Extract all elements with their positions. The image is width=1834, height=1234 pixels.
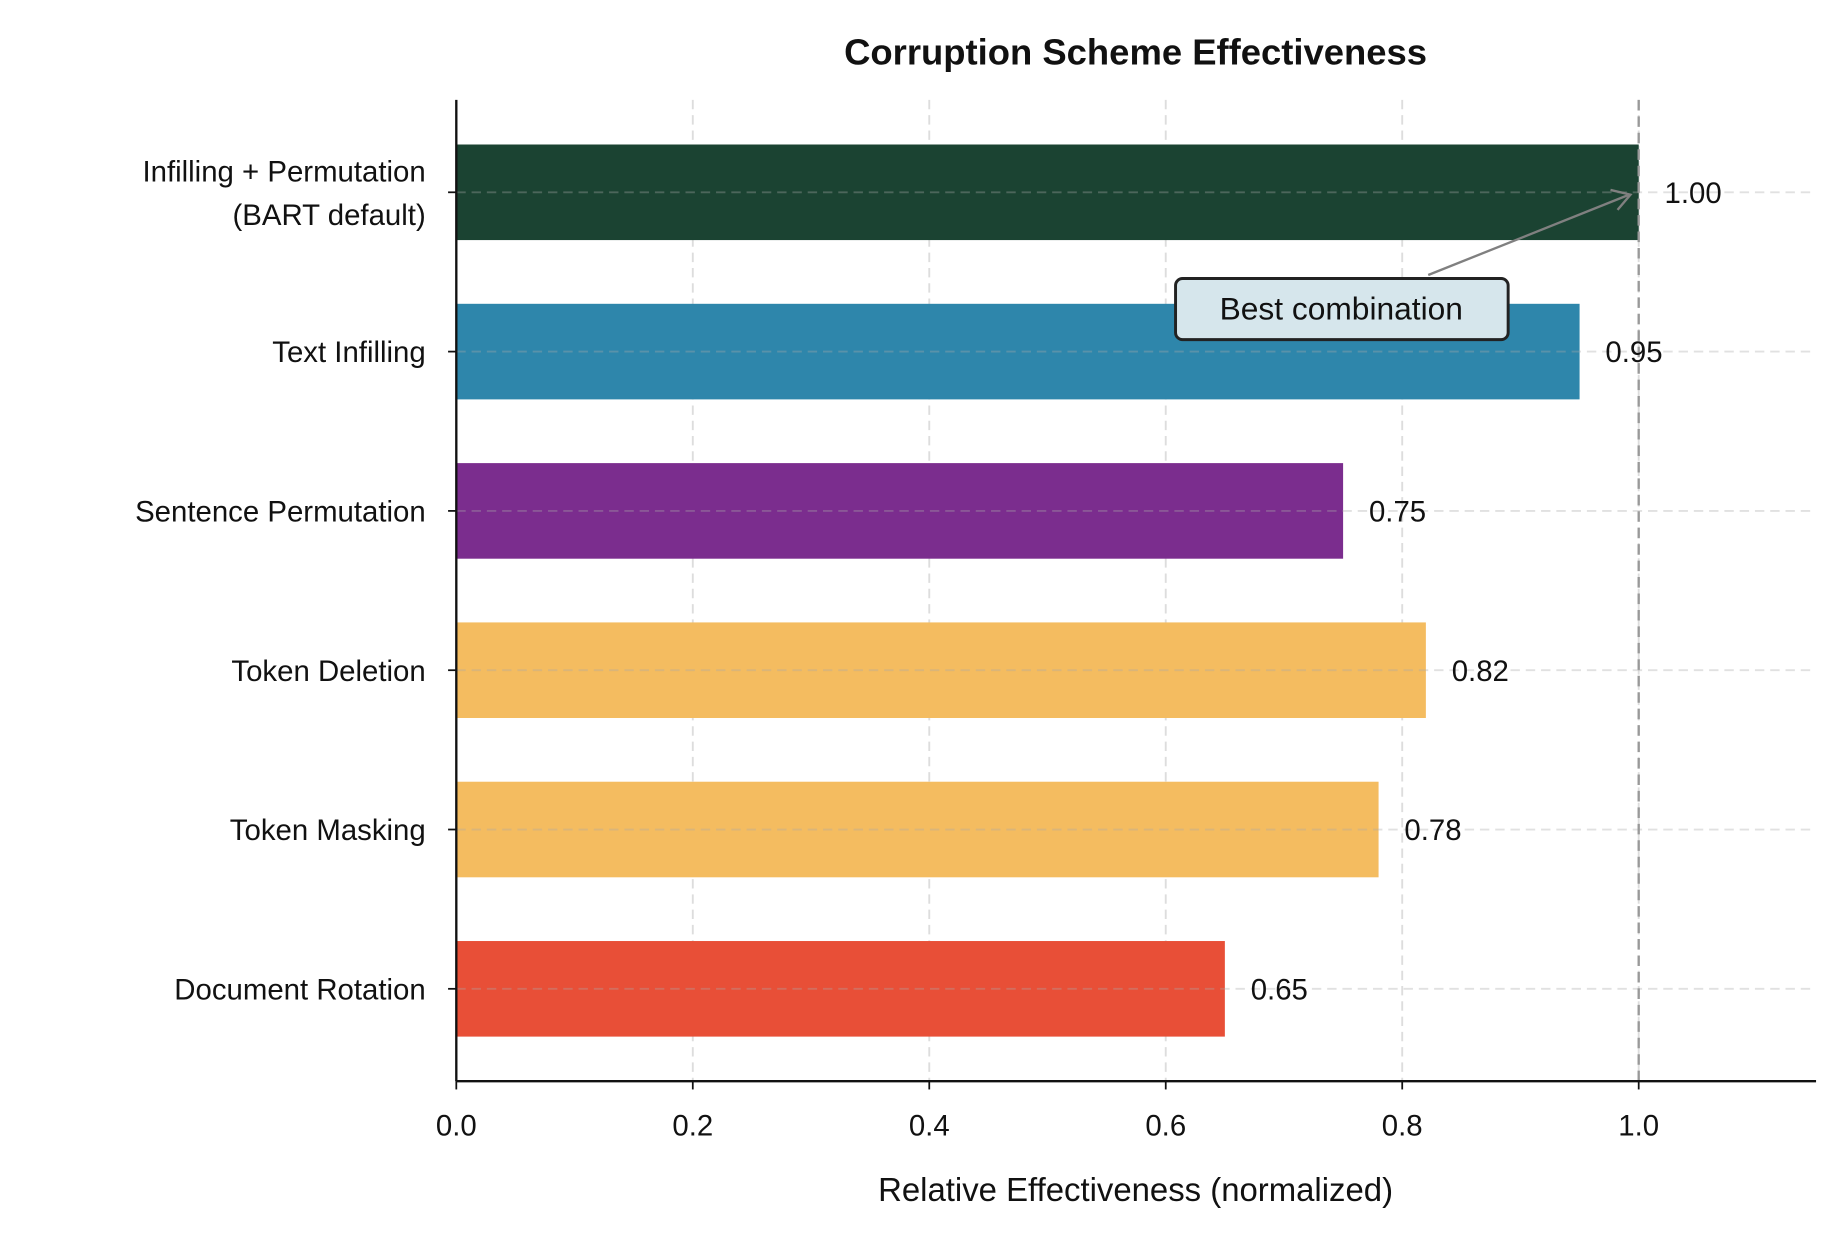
annotation-text: Best combination <box>1220 291 1463 327</box>
chart-title: Corruption Scheme Effectiveness <box>844 32 1427 73</box>
y-tick-label: Token Masking <box>230 814 426 847</box>
data-label: 0.95 <box>1605 336 1662 369</box>
bar <box>456 941 1225 1037</box>
y-tick-label: Sentence Permutation <box>135 495 426 528</box>
arrowhead-icon <box>1610 188 1633 211</box>
bar <box>456 781 1379 878</box>
x-tick-label: 0.2 <box>672 1109 713 1142</box>
bar <box>456 144 1639 241</box>
x-tick-label: 0.6 <box>1145 1109 1186 1142</box>
x-tick-label: 0.0 <box>436 1109 477 1142</box>
annotation-arrow <box>1427 193 1630 277</box>
y-tick-label: Document Rotation <box>174 973 425 1006</box>
data-label: 0.78 <box>1404 814 1461 847</box>
bar <box>456 463 1344 559</box>
bar <box>456 622 1426 719</box>
y-tick-label: Text Infilling <box>272 336 425 369</box>
data-label: 1.00 <box>1665 177 1722 210</box>
y-tick-label: Token Deletion <box>231 655 425 688</box>
y-tick-label: (BART default) <box>233 199 426 232</box>
x-tick-label: 0.8 <box>1382 1109 1423 1142</box>
annotation-box <box>1174 277 1510 342</box>
x-tick-label: 0.4 <box>909 1109 950 1142</box>
data-label: 0.65 <box>1251 973 1308 1006</box>
data-label: 0.82 <box>1452 655 1509 688</box>
data-label: 0.75 <box>1369 495 1426 528</box>
x-tick-label: 1.0 <box>1618 1109 1659 1142</box>
y-tick-label: Infilling + Permutation <box>142 156 425 189</box>
x-axis-label: Relative Effectiveness (normalized) <box>878 1171 1393 1208</box>
